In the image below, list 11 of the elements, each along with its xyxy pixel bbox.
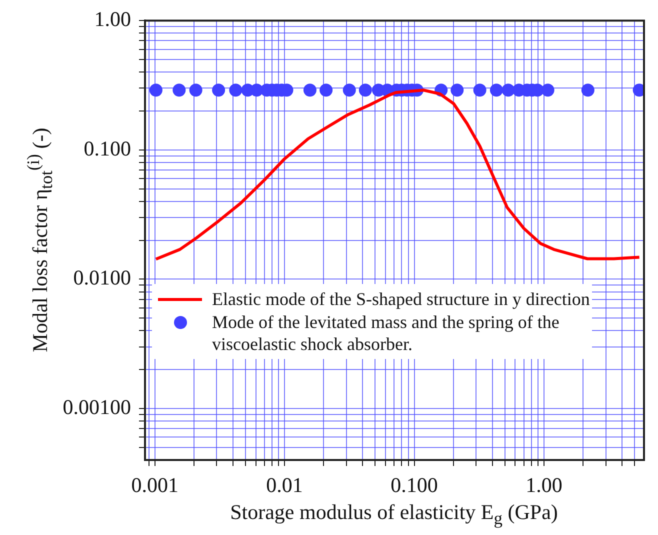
y-tick-label: 0.00100	[62, 395, 131, 420]
y-tick-label: 0.0100	[73, 266, 131, 290]
legend-label: Elastic mode of the S-shaped structure in y direction	[212, 288, 591, 310]
x-axis-title: Storage modulus of elasticity E$_{g}$ (GPa)	[229, 500, 559, 530]
y-tick-label: 1.00	[94, 7, 131, 32]
x-tick-label: 0.100	[390, 473, 438, 498]
x-tick-label: 0.01	[266, 473, 303, 498]
x-tick-label: 0.001	[131, 473, 178, 498]
y-tick-label: 0.100	[84, 136, 131, 160]
legend-label: Mode of the levitated mass and the spring of the viscoelastic shock absorber.	[212, 311, 560, 355]
x-tick-label: 1.00	[526, 473, 562, 498]
